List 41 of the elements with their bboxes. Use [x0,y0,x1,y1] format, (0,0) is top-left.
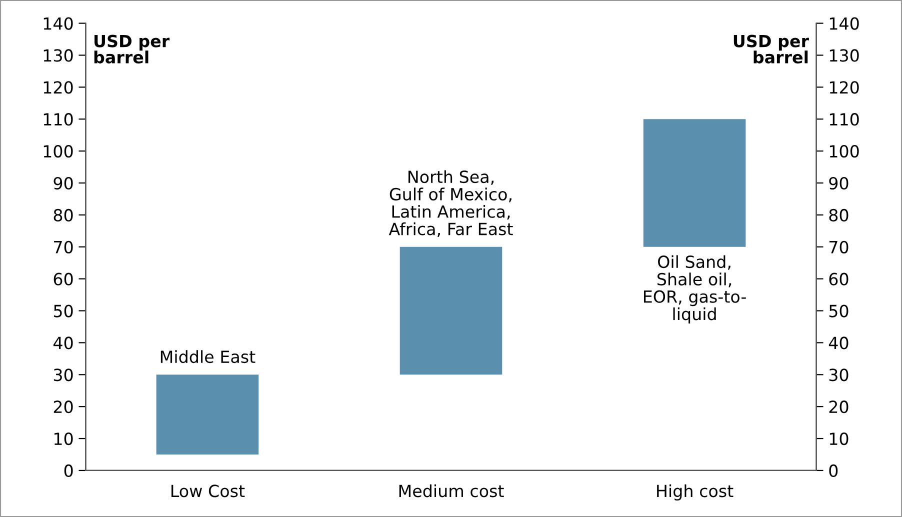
y-tick-label: 80 [54,208,73,222]
y2-tick-label: 30 [829,368,848,382]
y-tick-label: 70 [54,240,73,254]
y2-tick-label: 80 [829,208,848,222]
y-tick-label: 10 [54,432,73,446]
y2-tick-label: 20 [829,400,848,414]
y-tick-label: 120 [44,81,73,94]
annotation: Oil Sand, Shale oil, EOR, gas-to- liquid [644,255,746,324]
x-tick-label: Low Cost [172,484,245,498]
y2-tick-label: 70 [829,240,848,254]
y-tick-label: 110 [44,113,73,126]
y2-tick-label: 90 [829,176,848,190]
bar [400,246,502,375]
y2-tick-label: 140 [830,17,859,30]
y-tick-label: 0 [64,464,73,478]
y2-tick-label: 100 [830,145,859,158]
y2-tick-label: 0 [829,464,838,478]
y-tick-label: 60 [54,272,73,286]
bar [643,119,746,247]
y-tick-label: 20 [54,400,73,414]
y-tick-label: 100 [44,145,73,158]
y2-tick-label: 40 [828,336,848,350]
x-tick-label: High cost [657,484,734,500]
y2-tick-label: 110 [830,113,859,126]
y2-tick-label: 50 [829,304,848,318]
y-axis-title: USD per barrel [94,34,170,64]
annotation: North Sea, Gulf of Mexico, Latin America, Africa, Far East [388,170,513,238]
y2-tick-label: 10 [830,432,848,446]
y-tick-label: 130 [44,49,73,62]
y-tick-label: 40 [53,336,73,350]
y-tick-label: 50 [54,304,73,318]
y2-tick-label: 120 [830,81,859,94]
y-tick-label: 30 [54,368,73,382]
y2-tick-label: 130 [830,49,859,62]
y-tick-label: 140 [44,17,73,30]
bar [156,374,259,454]
x-tick-label: Medium cost [399,484,504,498]
annotation: Middle East [160,350,256,364]
y2-tick-label: 60 [829,272,848,286]
y2-axis-title: USD per barrel [734,34,809,64]
y-tick-label: 90 [54,176,73,190]
